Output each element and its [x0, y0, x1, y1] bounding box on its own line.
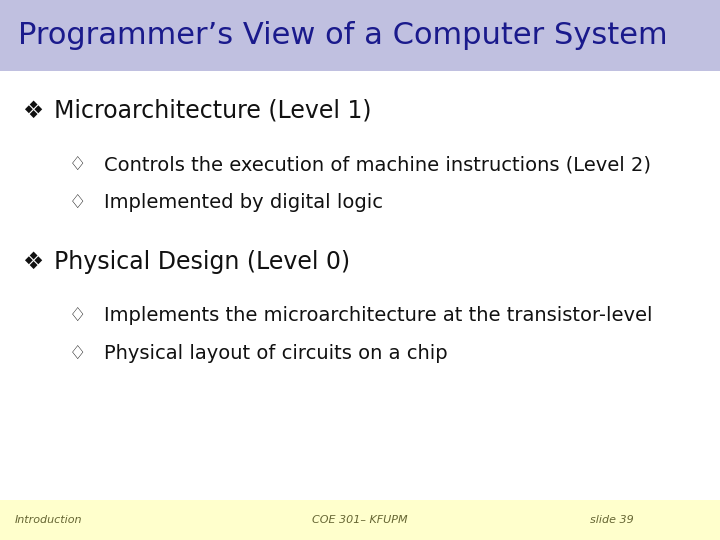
Text: Physical layout of circuits on a chip: Physical layout of circuits on a chip: [104, 344, 448, 363]
Text: Microarchitecture (Level 1): Microarchitecture (Level 1): [54, 99, 372, 123]
FancyBboxPatch shape: [0, 0, 720, 71]
Text: ❖: ❖: [68, 345, 84, 363]
Text: Programmer’s View of a Computer System: Programmer’s View of a Computer System: [18, 21, 667, 50]
Text: ♢: ♢: [68, 193, 86, 212]
Text: ♢: ♢: [68, 344, 86, 363]
Text: ❖: ❖: [68, 193, 84, 212]
Text: Physical Design (Level 0): Physical Design (Level 0): [54, 250, 350, 274]
Text: ♢: ♢: [68, 155, 86, 174]
Text: Controls the execution of machine instructions (Level 2): Controls the execution of machine instru…: [104, 155, 652, 174]
Text: Implements the microarchitecture at the transistor-level: Implements the microarchitecture at the …: [104, 306, 653, 326]
Text: Implemented by digital logic: Implemented by digital logic: [104, 193, 383, 212]
Text: Introduction: Introduction: [14, 515, 82, 525]
Text: COE 301– KFUPM: COE 301– KFUPM: [312, 515, 408, 525]
Text: slide 39: slide 39: [590, 515, 634, 525]
Text: ❖: ❖: [68, 156, 84, 174]
Text: ❖: ❖: [68, 307, 84, 325]
Text: ❖: ❖: [22, 99, 42, 123]
Text: ♢: ♢: [68, 306, 86, 326]
FancyBboxPatch shape: [0, 500, 720, 540]
Text: ❖: ❖: [22, 250, 42, 274]
